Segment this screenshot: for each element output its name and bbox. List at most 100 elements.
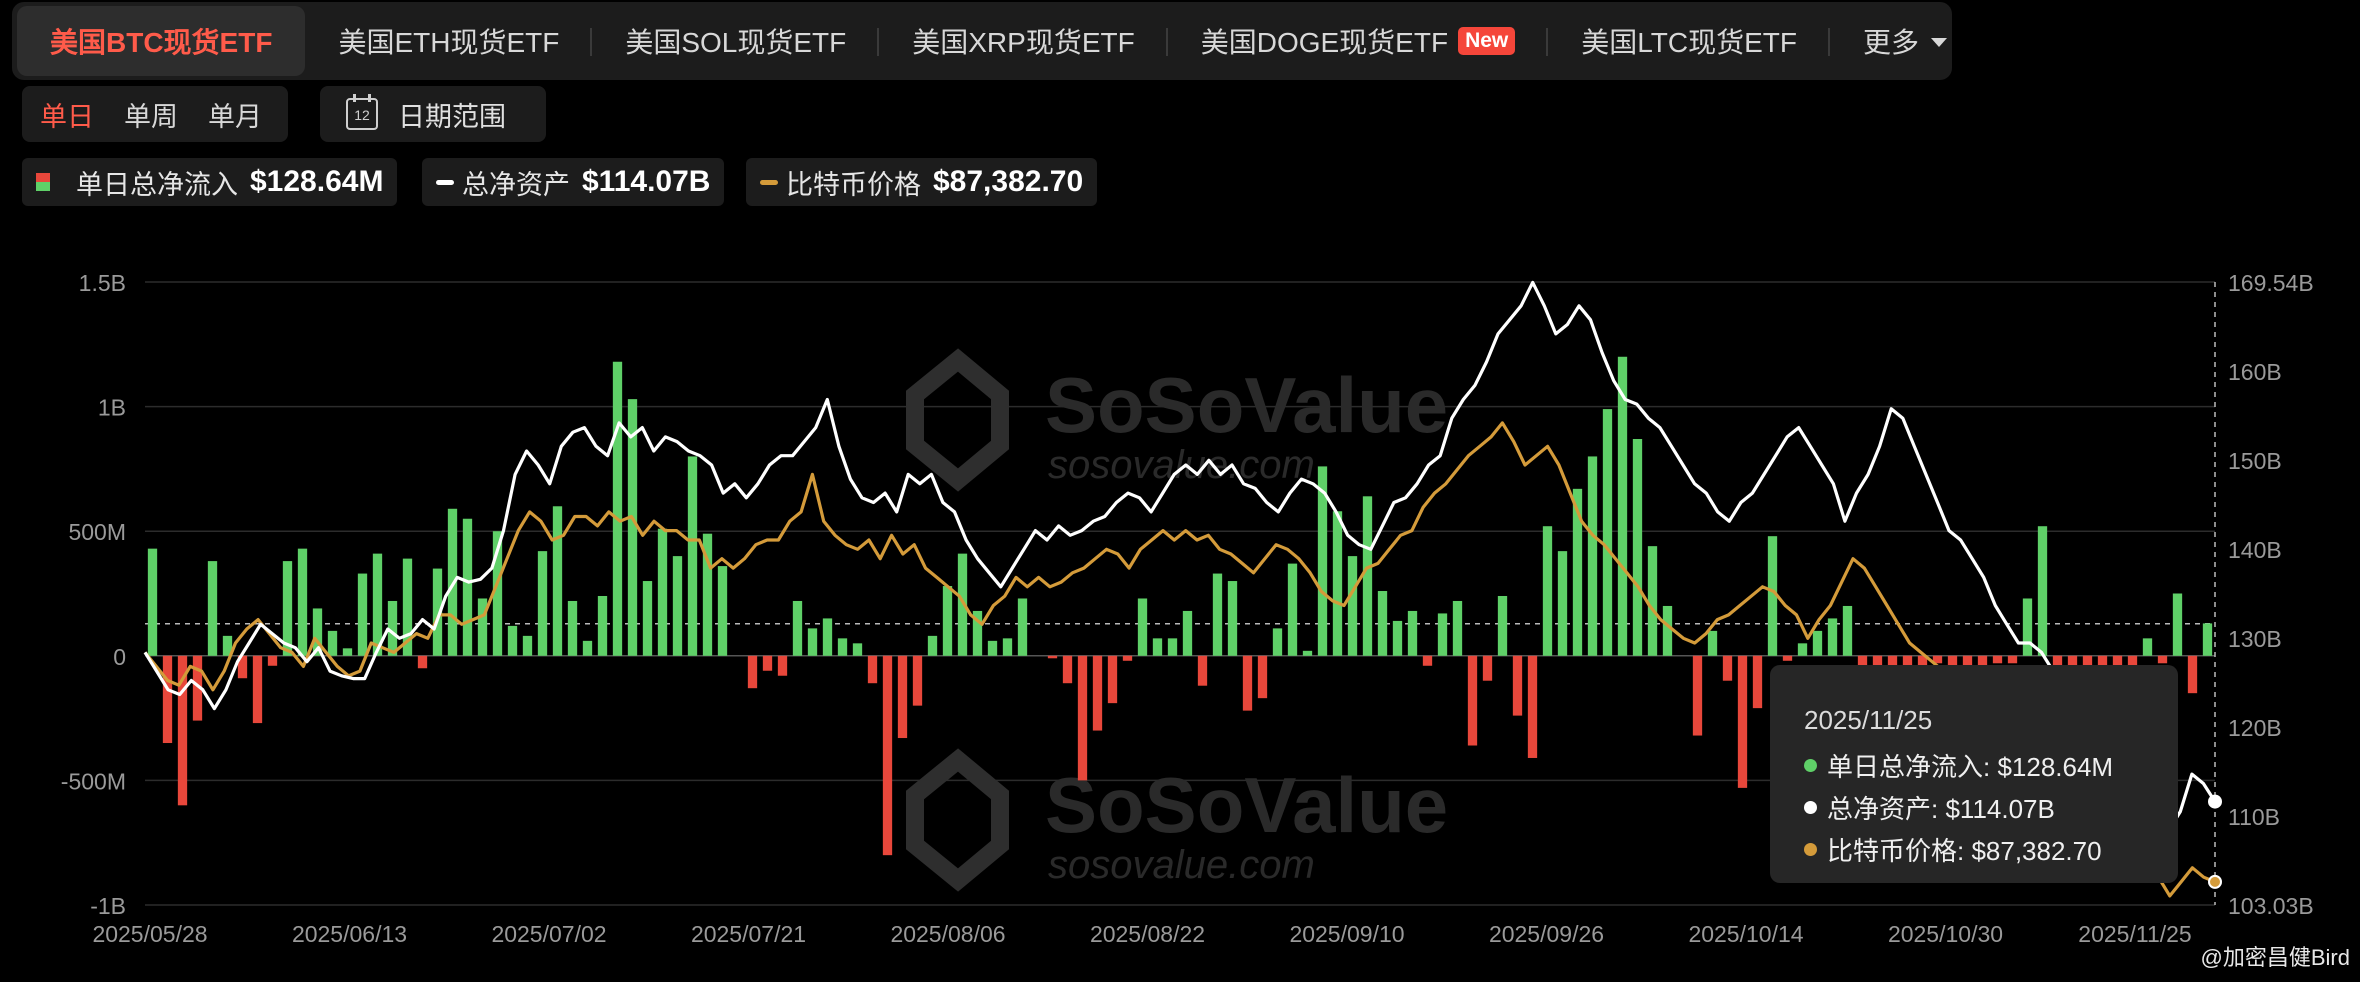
inflow-bar [1302, 650, 1313, 656]
tab-label: 更多 [1862, 27, 1919, 58]
outflow-bar [1962, 655, 1973, 666]
x-tick: 2025/09/26 [1489, 921, 1604, 947]
y-right-tick: 140B [2228, 537, 2282, 563]
tooltip-assets: 总净资产: $114.07B [1827, 794, 2055, 824]
y-left-tick: -500M [61, 768, 126, 794]
tab-label: 美国XRP现货ETF [912, 27, 1135, 58]
x-tick: 2025/08/06 [890, 921, 1005, 947]
outflow-bar [762, 655, 773, 671]
x-tick: 2025/10/14 [1688, 921, 1803, 947]
date-range-button[interactable]: 12 日期范围 [320, 86, 546, 142]
inflow-bar [207, 561, 218, 656]
legend-price-label: 比特币价格 [786, 169, 921, 200]
legend-price[interactable]: 比特币价格 $87,382.70 [746, 158, 1098, 206]
x-tick: 2025/07/02 [491, 921, 606, 947]
inflow-bar [1152, 638, 1163, 656]
outflow-bar [1122, 655, 1133, 661]
outflow-bar [882, 655, 893, 856]
outflow-bar [1692, 655, 1703, 736]
watermark-brand: SoSoValue [1045, 761, 1448, 849]
outflow-bar [1737, 655, 1748, 788]
outflow-bar [912, 655, 923, 706]
inflow-bar [1602, 409, 1613, 656]
inflow-bar [1812, 630, 1823, 656]
inflow-bar [1797, 643, 1808, 656]
tab-eth-etf[interactable]: 美国ETH现货ETF [305, 6, 593, 76]
inflow-bar [582, 640, 593, 656]
inflow-bar [1317, 466, 1328, 656]
legend-assets[interactable]: 总净资产 $114.07B [422, 158, 725, 206]
etf-tab-bar: 美国BTC现货ETF 美国ETH现货ETF 美国SOL现货ETF 美国XRP现货… [12, 2, 1952, 80]
chart-grid [145, 281, 2216, 906]
outflow-bar [1977, 655, 1988, 666]
inflow-bar [507, 625, 518, 656]
tab-doge-etf[interactable]: 美国DOGE现货ETF New [1168, 6, 1549, 76]
tab-sol-etf[interactable]: 美国SOL现货ETF [592, 6, 880, 76]
inflow-bar [1842, 605, 1853, 656]
y-left-tick: 500M [68, 519, 126, 545]
outflow-bar [1857, 655, 1868, 666]
outflow-bar [2007, 655, 2018, 664]
inflow-bar [1407, 610, 1418, 656]
inflow-bar [1647, 546, 1658, 656]
period-selector: 单日 单周 单月 [22, 86, 288, 142]
tab-label: 美国SOL现货ETF [625, 27, 847, 58]
inflow-bar [222, 635, 233, 656]
outflow-bar [777, 655, 788, 676]
outflow-bar [1422, 655, 1433, 666]
tab-xrp-etf[interactable]: 美国XRP现货ETF [879, 6, 1168, 76]
outflow-bar [867, 655, 878, 684]
outflow-bar [1257, 655, 1268, 699]
more-menu-button[interactable]: 更多 [1830, 6, 1980, 76]
tab-btc-etf[interactable]: 美国BTC现货ETF [17, 6, 306, 76]
inflow-bar [1452, 600, 1463, 656]
period-daily-button[interactable]: 单日 [40, 101, 94, 132]
legend-flow-label: 单日总净流入 [76, 169, 238, 200]
gold-dot-icon [1804, 843, 1817, 856]
inflow-bar [672, 556, 683, 656]
tooltip-assets-row: 总净资产: $114.07B [1804, 789, 2055, 826]
outflow-bar [2097, 655, 2108, 666]
inflow-bar [1332, 511, 1343, 656]
outflow-bar [2082, 655, 2093, 666]
inflow-bar [522, 635, 533, 656]
inflow-bar [462, 518, 473, 656]
tooltip-flow-row: 单日总净流入: $128.64M [1804, 747, 2113, 784]
legend-assets-label: 总净资产 [462, 169, 570, 200]
y-left-tick: -1B [90, 893, 126, 919]
inflow-bar [957, 553, 968, 656]
x-tick: 2025/06/13 [292, 921, 407, 947]
outflow-bar [192, 655, 203, 721]
total-assets-line [143, 280, 2217, 832]
x-tick: 2025/09/10 [1289, 921, 1404, 947]
inflow-bar [552, 506, 563, 656]
period-weekly-button[interactable]: 单周 [124, 101, 178, 132]
period-monthly-button[interactable]: 单月 [208, 101, 262, 132]
x-tick: 2025/11/25 [2078, 921, 2191, 947]
inflow-bar [1167, 638, 1178, 656]
outflow-bar [2157, 655, 2168, 664]
inflow-bar [2037, 526, 2048, 656]
new-badge: New [1458, 27, 1516, 55]
tooltip-date: 2025/11/25 [1804, 705, 1933, 735]
outflow-bar [1512, 655, 1523, 716]
tab-ltc-etf[interactable]: 美国LTC现货ETF [1548, 6, 1830, 76]
inflow-bar [1287, 563, 1298, 656]
x-tick: 2025/08/22 [1090, 921, 1205, 947]
y-right-tick: 110B [2228, 804, 2280, 830]
flow-swatch-icon [36, 173, 50, 191]
legend-assets-value: $114.07B [582, 165, 711, 198]
outflow-bar [1947, 655, 1958, 666]
inflow-bar [357, 573, 368, 656]
x-tick: 2025/05/28 [92, 921, 207, 947]
outflow-bar [1917, 655, 1928, 666]
inflow-bar [822, 618, 833, 656]
legend-flow[interactable]: 单日总净流入 $128.64M [22, 158, 398, 206]
watermark-brand: SoSoValue [1045, 361, 1448, 449]
inflow-bar [2202, 623, 2213, 656]
outflow-bar [747, 655, 758, 689]
y-right-tick: 130B [2228, 626, 2282, 652]
y-left-tick: 0 [113, 644, 126, 670]
inflow-bar [837, 638, 848, 656]
